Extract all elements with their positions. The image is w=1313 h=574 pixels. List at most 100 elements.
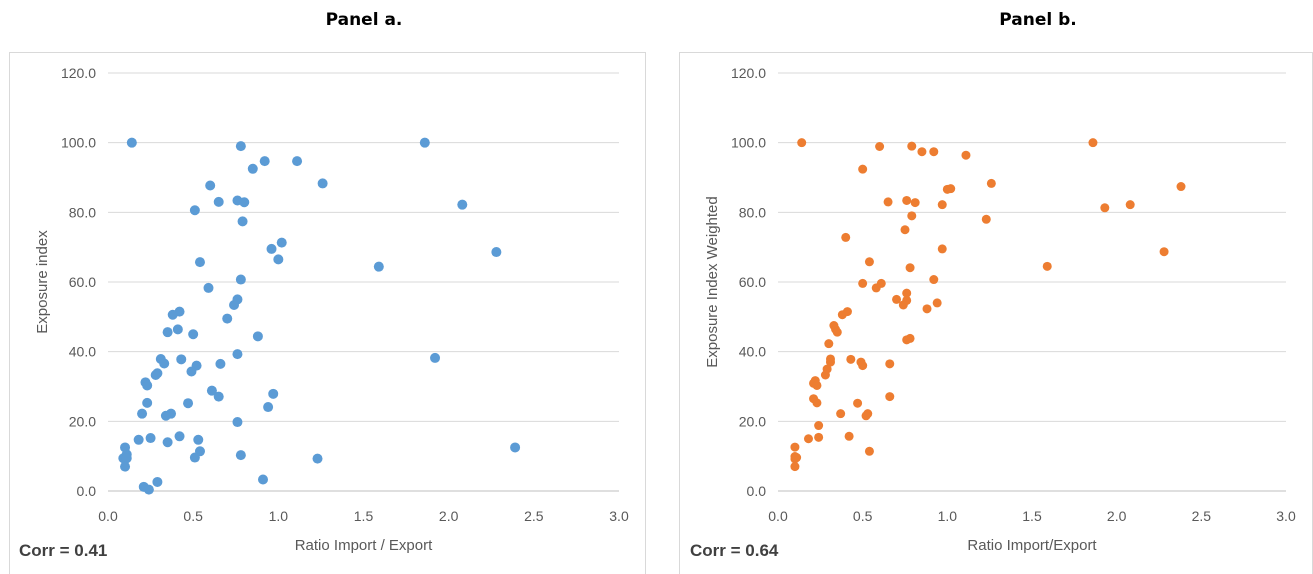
data-point <box>961 150 971 160</box>
data-point <box>853 398 863 408</box>
data-point <box>373 261 384 272</box>
data-point <box>814 432 824 442</box>
data-point <box>1088 138 1098 148</box>
x-tick-label: 2.0 <box>439 508 459 524</box>
x-tick-label: 2.5 <box>524 508 544 524</box>
data-point <box>986 178 996 188</box>
data-point <box>946 184 956 194</box>
data-point <box>917 147 927 157</box>
data-point <box>152 476 163 487</box>
data-point <box>885 392 895 402</box>
data-point <box>824 339 834 349</box>
data-point <box>875 141 885 151</box>
data-point <box>861 411 871 421</box>
x-tick-label: 0.5 <box>183 508 203 524</box>
y-axis-title: Exposure index <box>34 230 51 334</box>
data-point <box>841 232 851 242</box>
data-point <box>457 199 468 210</box>
data-point <box>142 397 153 408</box>
data-point <box>126 137 137 148</box>
data-point <box>258 474 269 485</box>
y-tick-label: 100.0 <box>61 135 96 151</box>
data-point <box>1125 200 1135 210</box>
x-tick-label: 1.0 <box>269 508 289 524</box>
data-point <box>937 244 947 254</box>
x-tick-label: 1.0 <box>938 508 958 524</box>
x-axis-title: Ratio Import/Export <box>967 537 1097 554</box>
data-point <box>858 361 868 371</box>
data-point <box>193 434 204 445</box>
data-point <box>189 452 200 463</box>
data-point <box>206 385 217 396</box>
data-point <box>167 309 178 320</box>
data-point <box>929 275 939 285</box>
data-point <box>937 200 947 210</box>
data-point <box>235 141 246 152</box>
data-point <box>929 147 939 157</box>
y-tick-label: 60.0 <box>739 274 766 290</box>
data-point <box>159 358 170 369</box>
chart-panel-b <box>679 52 1313 574</box>
data-point <box>910 198 920 208</box>
data-point <box>419 137 430 148</box>
panel-a-title: Panel a. <box>325 10 403 30</box>
data-point <box>239 197 250 208</box>
y-tick-label: 0.0 <box>747 483 767 499</box>
x-axis-title: Ratio Import / Export <box>295 537 433 554</box>
data-point <box>832 327 842 337</box>
data-point <box>259 156 270 167</box>
data-point <box>510 442 521 453</box>
data-point <box>176 354 187 365</box>
data-point <box>266 243 277 254</box>
y-tick-label: 100.0 <box>731 135 766 151</box>
y-tick-label: 0.0 <box>77 483 97 499</box>
data-point <box>189 205 200 216</box>
data-point <box>922 304 932 314</box>
data-point <box>235 274 246 285</box>
data-point <box>902 195 912 205</box>
data-point <box>232 349 243 360</box>
data-point <box>430 352 441 363</box>
data-point <box>812 398 822 408</box>
data-point <box>172 324 183 335</box>
data-point <box>162 437 173 448</box>
data-point <box>858 164 868 174</box>
x-tick-label: 1.5 <box>1022 508 1042 524</box>
y-tick-label: 120.0 <box>731 65 766 81</box>
data-point <box>222 313 233 324</box>
data-point <box>276 237 287 248</box>
data-point <box>797 138 807 148</box>
data-point <box>836 409 846 419</box>
data-point <box>247 163 258 174</box>
scatter-plot-a: 0.0 20.0 40.0 60.0 80.0 100.0 120.0 0.0 0.5 1.0 1.… <box>34 65 629 554</box>
data-point <box>1176 182 1186 192</box>
data-point <box>312 453 323 464</box>
data-point <box>883 197 893 207</box>
data-point <box>186 366 197 377</box>
x-tick-label: 0.5 <box>853 508 873 524</box>
data-point <box>871 283 881 293</box>
data-point <box>902 288 912 298</box>
data-point <box>1042 261 1052 271</box>
data-point <box>252 331 263 342</box>
data-point <box>902 335 912 345</box>
data-point <box>150 370 161 381</box>
data-point <box>790 454 800 464</box>
data-point <box>237 216 248 227</box>
panel-b-title: Panel b. <box>999 10 1077 30</box>
data-point <box>1159 247 1169 257</box>
y-tick-label: 40.0 <box>739 344 766 360</box>
correlation-label-a: Corr = 0.41 <box>19 541 108 560</box>
data-point <box>121 453 132 464</box>
data-point <box>317 178 328 189</box>
y-tick-label: 20.0 <box>739 413 766 429</box>
data-point <box>790 462 800 472</box>
data-point <box>194 257 205 268</box>
data-point <box>491 247 502 258</box>
x-tick-label: 2.0 <box>1107 508 1127 524</box>
y-tick-label: 80.0 <box>739 204 766 220</box>
x-tick-label: 1.5 <box>354 508 374 524</box>
data-point <box>907 211 917 221</box>
data-point <box>932 298 942 308</box>
